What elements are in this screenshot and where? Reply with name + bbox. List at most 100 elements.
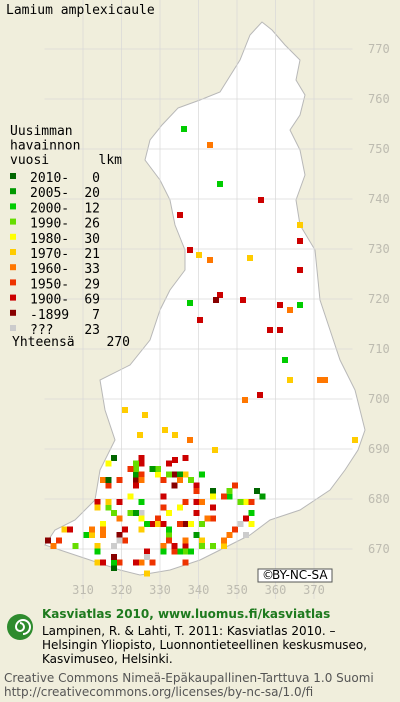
occurrence-square: [182, 548, 189, 555]
occurrence-square: [137, 432, 143, 438]
occurrence-square: [199, 537, 205, 544]
occurrence-square: [193, 482, 200, 489]
legend-count: 29: [84, 277, 100, 292]
x-tick-label: 350: [226, 583, 248, 597]
occurrence-square: [277, 302, 283, 308]
occurrence-square: [111, 510, 117, 516]
occurrence-square: [138, 471, 145, 478]
occurrence-square: [138, 526, 145, 533]
occurrence-square: [226, 532, 233, 538]
occurrence-square: [100, 559, 106, 566]
occurrence-square: [160, 543, 167, 549]
legend-label: ???: [30, 323, 53, 338]
occurrence-square: [149, 559, 156, 566]
occurrence-square: [257, 392, 263, 398]
occurrence-square: [221, 493, 227, 500]
occurrence-square: [138, 499, 145, 505]
occurrence-square: [111, 565, 117, 571]
occurrence-square: [144, 570, 150, 577]
occurrence-square: [171, 543, 178, 549]
occurrence-square: [181, 126, 187, 132]
occurrence-square: [45, 537, 51, 544]
occurrence-square: [297, 222, 303, 228]
occurrence-square: [258, 197, 264, 203]
legend-swatch: [10, 249, 16, 255]
occurrence-square: [177, 504, 183, 511]
occurrence-square: [160, 548, 167, 555]
occurrence-square: [94, 499, 101, 505]
occurrence-square: [282, 357, 288, 363]
footer-heading: Kasviatlas 2010, www.luomus.fi/kasviatla…: [42, 607, 330, 621]
occurrence-square: [100, 521, 106, 527]
occurrence-square: [226, 493, 233, 500]
occurrence-square: [155, 466, 161, 472]
occurrence-square: [248, 499, 255, 505]
occurrence-square: [237, 499, 244, 505]
occurrence-square: [177, 471, 183, 478]
occurrence-square: [182, 499, 189, 505]
legend-label: 1900-: [30, 293, 69, 308]
occurrence-square: [105, 460, 112, 467]
occurrence-square: [160, 493, 167, 500]
occurrence-square: [193, 488, 200, 494]
legend-swatch: [10, 173, 16, 179]
y-tick-label: 730: [368, 242, 390, 256]
occurrence-square: [149, 521, 156, 527]
occurrence-square: [105, 482, 112, 489]
occurrence-square: [267, 327, 273, 333]
y-tick-label: 720: [368, 292, 390, 306]
legend-count: 20: [84, 186, 100, 201]
occurrence-square: [61, 526, 68, 533]
occurrence-square: [196, 252, 202, 258]
occurrence-square: [210, 488, 216, 494]
occurrence-square: [111, 543, 117, 549]
occurrence-square: [187, 247, 193, 253]
legend-label: 1960-: [30, 262, 69, 277]
occurrence-square: [243, 515, 249, 522]
y-tick-label: 680: [368, 492, 390, 506]
legend-count: 23: [84, 323, 100, 338]
occurrence-square: [212, 447, 218, 453]
occurrence-square: [243, 499, 249, 505]
occurrence-square: [187, 437, 193, 443]
citation-line: Lampinen, R. & Lahti, T. 2011: Kasviatla…: [42, 624, 336, 638]
citation-line: Kasvimuseo, Helsinki.: [42, 652, 173, 666]
logo: [7, 614, 33, 640]
citation-line: Helsingin Yliopisto, Luonnontieteellinen…: [42, 638, 367, 652]
occurrence-square: [182, 543, 189, 549]
occurrence-square: [133, 559, 139, 566]
occurrence-square: [100, 477, 106, 483]
occurrence-square: [193, 510, 200, 516]
occurrence-square: [187, 300, 193, 306]
occurrence-square: [287, 377, 293, 383]
occurrence-square: [122, 526, 128, 533]
legend-count: 7: [92, 308, 100, 323]
legend-count-heading: lkm: [99, 153, 123, 168]
occurrence-square: [232, 482, 238, 489]
occurrence-square: [297, 302, 303, 308]
occurrence-square: [259, 493, 266, 500]
cc-badge: [257, 568, 333, 583]
occurrence-square: [127, 493, 134, 500]
y-tick-label: 750: [368, 142, 390, 156]
legend-heading: vuosi: [10, 153, 49, 168]
legend-count: 0: [92, 171, 100, 186]
occurrence-square: [127, 466, 134, 472]
occurrence-square: [193, 532, 200, 538]
occurrence-square: [72, 543, 79, 549]
occurrence-square: [172, 457, 178, 463]
occurrence-square: [240, 297, 246, 303]
occurrence-square: [243, 532, 249, 538]
occurrence-square: [177, 521, 183, 527]
occurrence-square: [50, 543, 57, 549]
occurrence-square: [138, 460, 145, 467]
occurrence-square: [237, 521, 244, 527]
y-tick-label: 670: [368, 542, 390, 556]
occurrence-square: [116, 532, 123, 538]
occurrence-square: [182, 559, 189, 566]
occurrence-square: [248, 521, 255, 527]
legend-swatch: [10, 203, 16, 210]
occurrence-square: [138, 515, 145, 522]
occurrence-square: [210, 493, 216, 500]
